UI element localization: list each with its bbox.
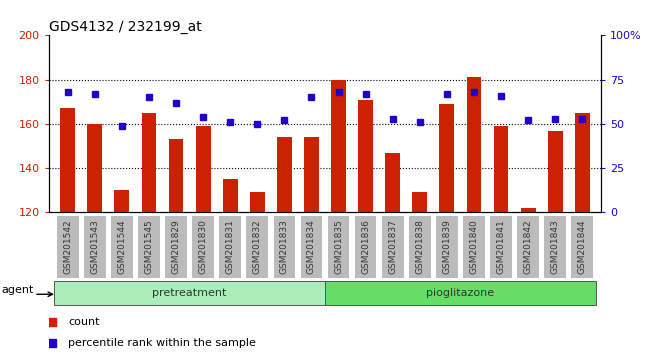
Text: GSM201836: GSM201836 xyxy=(361,219,370,274)
Bar xyxy=(439,104,454,212)
Bar xyxy=(223,179,238,212)
FancyBboxPatch shape xyxy=(165,216,187,278)
FancyBboxPatch shape xyxy=(517,216,539,278)
FancyBboxPatch shape xyxy=(192,216,214,278)
Text: GSM201833: GSM201833 xyxy=(280,219,289,274)
Bar xyxy=(521,208,536,212)
Text: GSM201834: GSM201834 xyxy=(307,219,316,274)
Text: GSM201840: GSM201840 xyxy=(469,219,478,274)
Text: GSM201843: GSM201843 xyxy=(551,219,560,274)
FancyBboxPatch shape xyxy=(382,216,404,278)
Text: agent: agent xyxy=(1,285,34,295)
Text: GSM201545: GSM201545 xyxy=(144,219,153,274)
Bar xyxy=(114,190,129,212)
Text: GSM201841: GSM201841 xyxy=(497,219,506,274)
FancyBboxPatch shape xyxy=(436,216,458,278)
FancyBboxPatch shape xyxy=(300,216,322,278)
Text: count: count xyxy=(68,318,99,327)
FancyBboxPatch shape xyxy=(325,281,596,305)
Bar xyxy=(196,126,211,212)
Text: GSM201544: GSM201544 xyxy=(118,219,126,274)
Text: GSM201838: GSM201838 xyxy=(415,219,424,274)
Bar xyxy=(304,137,319,212)
FancyBboxPatch shape xyxy=(490,216,512,278)
Text: GSM201829: GSM201829 xyxy=(172,219,181,274)
FancyBboxPatch shape xyxy=(111,216,133,278)
Text: pretreatment: pretreatment xyxy=(152,288,227,298)
Bar xyxy=(87,124,102,212)
Bar xyxy=(412,193,427,212)
Bar xyxy=(385,153,400,212)
Bar xyxy=(358,99,373,212)
FancyBboxPatch shape xyxy=(246,216,268,278)
Text: GSM201542: GSM201542 xyxy=(63,219,72,274)
Text: GSM201837: GSM201837 xyxy=(388,219,397,274)
Bar xyxy=(250,193,265,212)
FancyBboxPatch shape xyxy=(54,281,325,305)
Bar xyxy=(493,126,508,212)
Bar xyxy=(331,80,346,212)
FancyBboxPatch shape xyxy=(57,216,79,278)
Text: GSM201543: GSM201543 xyxy=(90,219,99,274)
FancyBboxPatch shape xyxy=(220,216,241,278)
FancyBboxPatch shape xyxy=(545,216,566,278)
FancyBboxPatch shape xyxy=(138,216,160,278)
Bar xyxy=(168,139,183,212)
Text: GSM201844: GSM201844 xyxy=(578,219,587,274)
Bar xyxy=(60,108,75,212)
Text: GSM201842: GSM201842 xyxy=(524,219,532,274)
Bar xyxy=(467,78,482,212)
Text: pioglitazone: pioglitazone xyxy=(426,288,495,298)
Text: GSM201835: GSM201835 xyxy=(334,219,343,274)
FancyBboxPatch shape xyxy=(84,216,105,278)
FancyBboxPatch shape xyxy=(463,216,485,278)
Text: GSM201832: GSM201832 xyxy=(253,219,262,274)
FancyBboxPatch shape xyxy=(328,216,350,278)
FancyBboxPatch shape xyxy=(409,216,430,278)
Text: percentile rank within the sample: percentile rank within the sample xyxy=(68,338,256,348)
Text: GSM201839: GSM201839 xyxy=(443,219,451,274)
Bar xyxy=(575,113,590,212)
Text: GSM201830: GSM201830 xyxy=(199,219,207,274)
Bar xyxy=(142,113,157,212)
FancyBboxPatch shape xyxy=(571,216,593,278)
FancyBboxPatch shape xyxy=(355,216,376,278)
Bar xyxy=(548,131,563,212)
Text: GSM201831: GSM201831 xyxy=(226,219,235,274)
Bar xyxy=(277,137,292,212)
FancyBboxPatch shape xyxy=(274,216,295,278)
Text: GDS4132 / 232199_at: GDS4132 / 232199_at xyxy=(49,21,202,34)
